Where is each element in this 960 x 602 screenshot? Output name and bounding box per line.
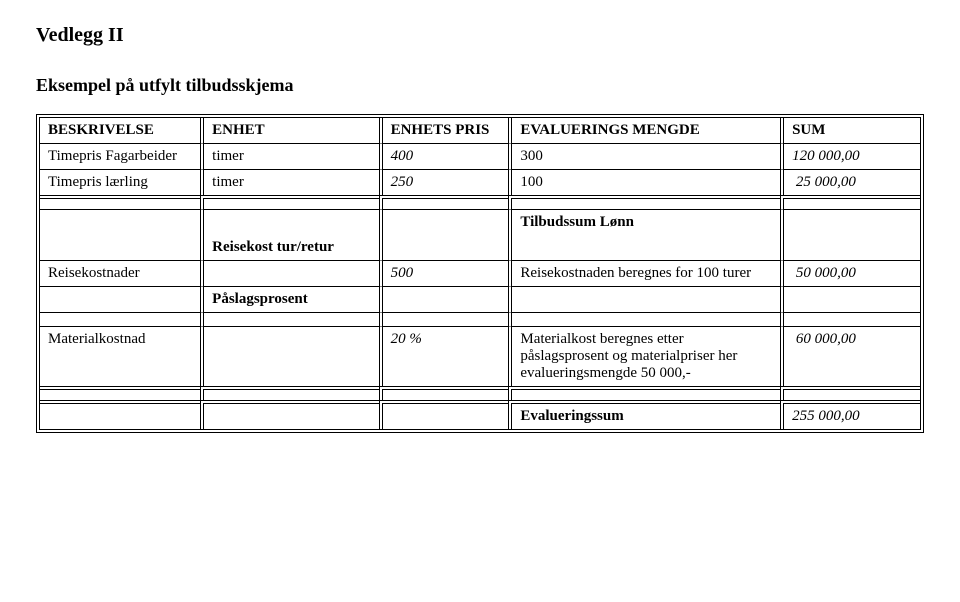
col-header-sum: SUM [780,118,920,143]
table-header-row: BESKRIVELSE ENHET ENHETS PRIS EVALUERING… [40,118,920,143]
table-row: Timepris lærling timer 250 100 25 000,00 [40,169,920,195]
subtotal-lonn-label: Tilbudssum Lønn [508,209,780,235]
spacer-row [40,312,920,326]
col-header-enhets-pris: ENHETS PRIS [379,118,509,143]
material-row: Materialkostnad 20 % Materialkost beregn… [40,326,920,386]
subtotal-lonn-row: Tilbudssum Lønn [40,209,920,235]
material-sum: 60 000,00 [780,326,920,386]
paslag-section-label: Påslagsprosent [200,286,378,312]
cell-unit: timer [200,169,378,195]
material-value: 20 % [379,326,509,386]
col-header-enhet: ENHET [200,118,378,143]
quote-table: BESKRIVELSE ENHET ENHETS PRIS EVALUERING… [36,114,924,433]
reise-section-label: Reisekost tur/retur [200,235,378,260]
reise-sum: 50 000,00 [780,260,920,286]
cell-desc: Timepris Fagarbeider [40,143,200,169]
material-qty: Materialkost beregnes etter påslagsprose… [508,326,780,386]
page-title: Vedlegg II [36,24,924,47]
cell-unit: timer [200,143,378,169]
material-desc: Materialkostnad [40,326,200,386]
page-subtitle: Eksempel på utfylt tilbudsskjema [36,75,924,96]
reise-qty: Reisekostnaden beregnes for 100 turer [508,260,780,286]
total-row: Evalueringssum 255 000,00 [40,400,920,429]
section-separator [40,386,920,400]
reise-value: 500 [379,260,509,286]
col-header-evaluerings-mengde: EVALUERINGS MENGDE [508,118,780,143]
reise-row: Reisekostnader 500 Reisekostnaden beregn… [40,260,920,286]
cell-unitprice: 400 [379,143,509,169]
total-sum: 255 000,00 [780,400,920,429]
col-header-beskrivelse: BESKRIVELSE [40,118,200,143]
reise-section-row: Reisekost tur/retur [40,235,920,260]
cell-sum: 120 000,00 [780,143,920,169]
cell-qty: 100 [508,169,780,195]
cell-qty: 300 [508,143,780,169]
table-row: Timepris Fagarbeider timer 400 300 120 0… [40,143,920,169]
total-label: Evalueringssum [508,400,780,429]
cell-desc: Timepris lærling [40,169,200,195]
paslag-section-row: Påslagsprosent [40,286,920,312]
cell-sum: 25 000,00 [780,169,920,195]
reise-desc: Reisekostnader [40,260,200,286]
section-separator [40,195,920,209]
cell-unitprice: 250 [379,169,509,195]
